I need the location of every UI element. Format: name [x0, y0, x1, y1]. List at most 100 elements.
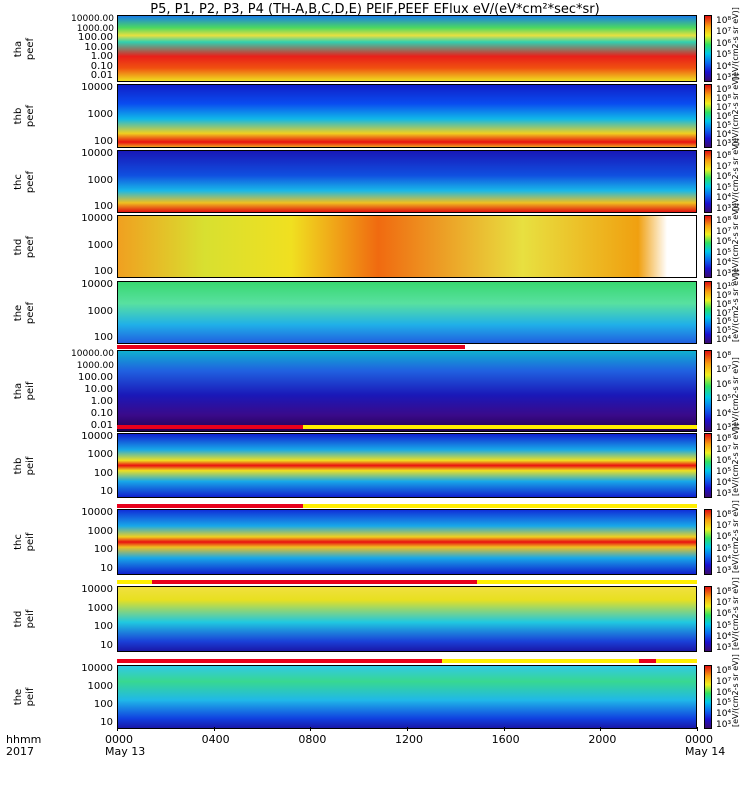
x-tick: [213, 727, 215, 731]
colorbar: [704, 350, 712, 432]
product-name: peef: [25, 104, 36, 128]
colorbar-tick-label: 10⁷: [716, 27, 732, 38]
quality-flag-bar: [117, 504, 303, 508]
panel-label: the peif: [13, 680, 37, 714]
product-name: peif: [25, 687, 36, 707]
colorbar-tick-label: 10⁸: [716, 299, 732, 310]
spectrogram-panel-the-peef: [117, 281, 697, 344]
colorbar-tick-label: 10⁵: [716, 543, 732, 554]
spectrogram-panel-thb-peef: [117, 84, 697, 148]
product-name: peef: [25, 235, 36, 258]
y-tick-label: 100.00: [78, 32, 113, 43]
colorbar: [704, 84, 712, 148]
y-tick-label: 1000.00: [76, 361, 114, 371]
colorbar-tick-label: 10⁴: [716, 554, 732, 565]
y-tick-label: 100.00: [78, 372, 113, 383]
x-tick-label: 0000: [685, 733, 713, 746]
colorbar-tick-label: 10⁶: [716, 172, 732, 183]
colorbar-tick-label: 10⁵: [716, 698, 732, 709]
spectrogram-panel-thc-peef: [117, 150, 697, 213]
quality-flag-bar: [117, 659, 442, 663]
colorbar-tick-label: 10³: [716, 269, 732, 279]
y-tick-label: 100: [93, 332, 113, 343]
y-tick-label: 0.01: [90, 420, 113, 431]
colorbar-unit-label: [eV/(cm2-s sr eV)]: [731, 203, 740, 276]
probe-name: thc: [13, 534, 24, 550]
spectrogram-panel-the-peif: [117, 665, 697, 729]
y-tick-label: 100: [93, 544, 113, 556]
x-tick: [600, 727, 602, 731]
colorbar: [704, 665, 712, 729]
y-tick-label: 10: [100, 717, 113, 728]
y-tick-label: 1000.00: [76, 23, 114, 34]
colorbar-tick-label: 10⁸: [716, 216, 732, 226]
product-name: peif: [25, 381, 36, 401]
panel-label: thc peif: [13, 525, 37, 559]
colorbar-tick-label: 10⁶: [716, 112, 732, 122]
quality-flag-bar: [151, 580, 477, 584]
colorbar-unit-label: [eV/(cm2-s sr eV)]: [731, 500, 740, 573]
x-tick-label: 2000: [588, 733, 617, 746]
colorbar: [704, 509, 712, 575]
colorbar-tick-label: 10⁶: [716, 38, 732, 49]
colorbar-tick-label: 10⁷: [716, 598, 732, 609]
x-date-label: May 14: [685, 745, 726, 758]
y-tick-label: 10000: [81, 663, 113, 674]
colorbar-tick-label: 10⁵: [716, 394, 732, 405]
colorbar-unit-label: [eV/(cm2-s sr eV)]: [731, 269, 740, 342]
colorbar: [704, 215, 712, 278]
y-tick-label: 10000: [81, 507, 113, 518]
x-tick-label: 0000: [105, 733, 133, 746]
colorbar-tick-label: 10⁵: [716, 182, 732, 193]
colorbar-tick-label: 10⁹: [716, 290, 732, 301]
colorbar-tick-label: 10⁴: [716, 193, 732, 204]
y-tick-label: 10: [100, 640, 113, 651]
colorbar-tick-label: 10⁴: [716, 709, 732, 720]
colorbar-tick-label: 10⁷: [716, 445, 732, 455]
colorbar-tick-label: 10⁶: [716, 379, 732, 390]
colorbar-tick-label: 10⁴: [716, 130, 732, 140]
colorbar-unit-label: [eV/(cm2-s sr eV)]: [731, 7, 740, 80]
y-tick-label: 100: [93, 136, 113, 147]
probe-name: tha: [13, 40, 24, 57]
y-tick-label: 100: [93, 699, 113, 710]
colorbar-tick-label: 10³: [716, 720, 732, 730]
colorbar-tick-label: 10⁶: [716, 237, 732, 248]
y-tick-label: 10000: [81, 82, 113, 93]
spectrogram-panel-tha-peif: [117, 350, 697, 432]
product-name: peef: [25, 301, 36, 324]
colorbar-tick-label: 10⁴: [716, 631, 732, 642]
colorbar-tick-label: 10⁷: [716, 161, 732, 172]
y-tick-label: 1000: [87, 681, 113, 692]
spectrogram-panel-tha-peef: [117, 15, 697, 82]
colorbar-tick-label: 10⁴: [716, 335, 732, 345]
colorbar-tick-label: 10⁷: [716, 521, 732, 532]
colorbar-tick-label: 10⁵: [716, 247, 732, 258]
colorbar-tick-label: 10¹⁰: [716, 282, 735, 292]
probe-name: thb: [13, 457, 24, 474]
probe-name: the: [13, 688, 24, 706]
probe-name: the: [13, 304, 24, 321]
colorbar-tick-label: 10⁵: [716, 50, 732, 61]
colorbar-unit-label: [eV/(cm2-s sr eV)]: [731, 138, 740, 211]
spectrogram-panel-thd-peef: [117, 215, 697, 278]
product-name: peif: [25, 532, 36, 552]
y-tick-label: 1000: [87, 449, 113, 461]
spectrogram-panel-thb-peif: [117, 433, 697, 498]
colorbar-tick-label: 10⁵: [716, 467, 732, 477]
quality-flag-bar: [639, 659, 657, 663]
x-tick-label: 1200: [395, 733, 423, 746]
colorbar-tick-label: 10⁸: [716, 510, 732, 520]
quality-flag-bar: [476, 580, 697, 584]
y-tick-label: 0.10: [90, 60, 113, 72]
x-tick-label: 0800: [298, 733, 327, 746]
probe-name: thd: [13, 610, 24, 628]
colorbar-tick-label: 10⁷: [716, 103, 732, 113]
colorbar-unit-label: [eV/(cm2-s sr eV)]: [731, 357, 740, 430]
panel-label: thb peef: [13, 99, 37, 133]
colorbar: [704, 15, 712, 82]
colorbar-tick-label: 10⁶: [716, 609, 732, 620]
y-tick-label: 1000: [87, 109, 113, 120]
colorbar-tick-label: 10⁹: [716, 85, 732, 95]
product-name: peif: [25, 456, 36, 475]
